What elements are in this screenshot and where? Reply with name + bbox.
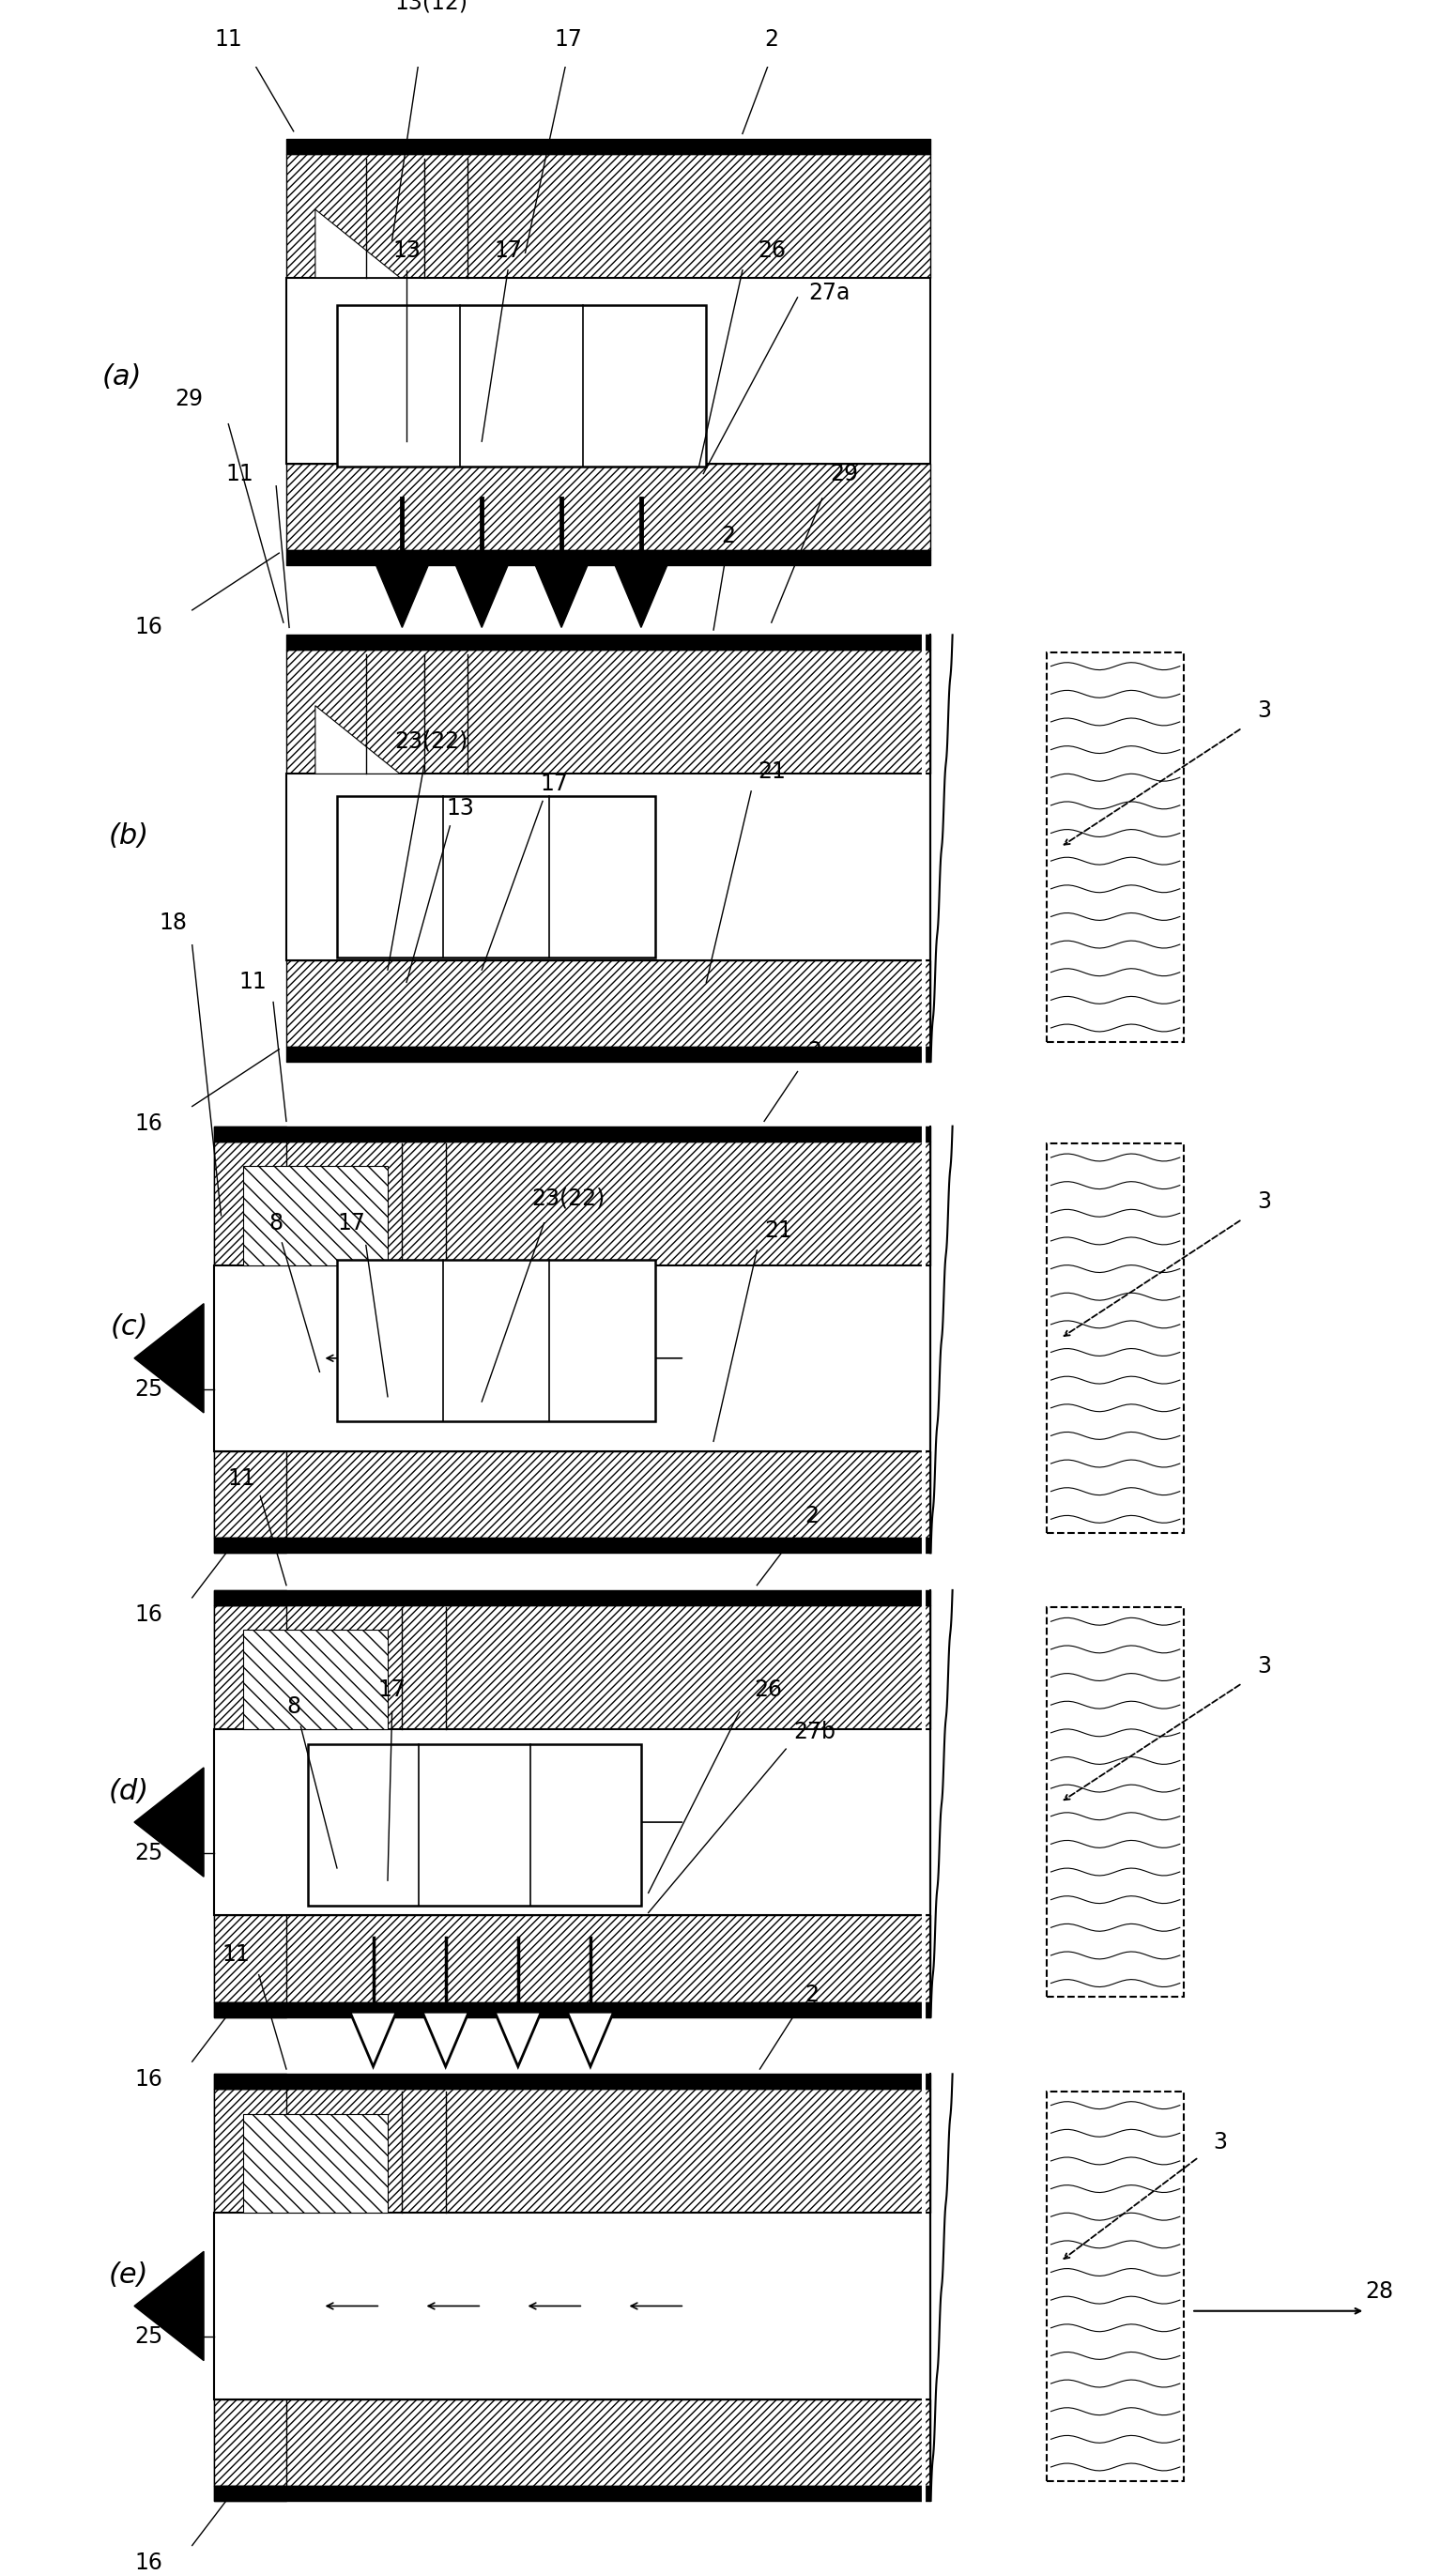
- Text: 17: 17: [338, 1213, 365, 1233]
- Polygon shape: [495, 2011, 542, 2068]
- Bar: [287, 960, 930, 1048]
- Bar: [214, 1452, 930, 1537]
- Bar: [287, 154, 930, 278]
- Polygon shape: [568, 2011, 613, 2068]
- Text: 16: 16: [135, 1112, 163, 1136]
- Text: 2: 2: [805, 1983, 820, 2006]
- Bar: [1047, 651, 1184, 1043]
- Bar: [214, 1264, 930, 1452]
- Text: 11: 11: [214, 28, 242, 52]
- Bar: [214, 2212, 930, 2400]
- Bar: [214, 1916, 930, 2003]
- Text: 16: 16: [135, 1604, 163, 1627]
- Text: 29: 29: [175, 389, 204, 409]
- Text: 16: 16: [135, 2552, 163, 2575]
- Text: 18: 18: [159, 912, 188, 935]
- Text: 26: 26: [754, 1679, 783, 1700]
- Text: 28: 28: [1366, 2279, 1393, 2302]
- Polygon shape: [349, 2011, 396, 2068]
- Bar: [214, 2400, 287, 2485]
- Text: 27b: 27b: [794, 1720, 836, 1743]
- Text: 13(12): 13(12): [395, 0, 467, 13]
- Text: 25: 25: [134, 1841, 163, 1864]
- Text: 23(22): 23(22): [531, 1187, 606, 1210]
- Polygon shape: [134, 1766, 204, 1877]
- Bar: [243, 1166, 387, 1264]
- Text: 3: 3: [1257, 700, 1271, 721]
- Text: 17: 17: [379, 1679, 406, 1700]
- Bar: [309, 1743, 641, 1906]
- Polygon shape: [316, 706, 400, 775]
- Bar: [214, 1452, 287, 1537]
- Text: 27a: 27a: [808, 281, 850, 304]
- Text: 17: 17: [555, 28, 582, 52]
- Text: 16: 16: [135, 2068, 163, 2091]
- Text: 29: 29: [830, 464, 858, 484]
- Polygon shape: [376, 566, 428, 628]
- Text: (a): (a): [102, 363, 141, 391]
- Bar: [243, 1630, 387, 1730]
- Text: 2: 2: [805, 1504, 820, 1527]
- Text: (c): (c): [111, 1313, 149, 1342]
- Bar: [214, 1730, 930, 1916]
- Bar: [214, 1916, 287, 2003]
- Text: 23(22): 23(22): [395, 731, 467, 752]
- Text: 8: 8: [287, 1694, 300, 1718]
- Text: 21: 21: [764, 1218, 792, 1241]
- Text: 11: 11: [239, 971, 266, 994]
- Text: (e): (e): [109, 2261, 149, 2289]
- Text: 3: 3: [1213, 2132, 1227, 2153]
- Bar: [214, 1604, 930, 1730]
- Text: 2: 2: [764, 28, 779, 52]
- Text: 11: 11: [227, 1468, 255, 1491]
- Polygon shape: [456, 566, 508, 628]
- Bar: [336, 796, 655, 958]
- Text: 16: 16: [135, 615, 163, 639]
- Text: 11: 11: [226, 464, 253, 484]
- Bar: [214, 1141, 287, 1264]
- Text: 3: 3: [1257, 1190, 1271, 1213]
- Bar: [287, 278, 930, 463]
- Bar: [1047, 2091, 1184, 2480]
- Text: 2: 2: [808, 1040, 823, 1063]
- Bar: [214, 1141, 930, 1264]
- Bar: [1047, 1607, 1184, 1998]
- Text: 17: 17: [540, 772, 568, 796]
- Text: 13: 13: [446, 798, 475, 819]
- Polygon shape: [134, 1303, 204, 1414]
- Bar: [243, 2114, 387, 2212]
- Text: 25: 25: [134, 1378, 163, 1401]
- Polygon shape: [422, 2011, 469, 2068]
- Text: 2: 2: [721, 525, 735, 546]
- Polygon shape: [614, 566, 667, 628]
- Bar: [336, 1259, 655, 1421]
- Text: 25: 25: [134, 2325, 163, 2348]
- Text: 26: 26: [757, 239, 786, 263]
- Polygon shape: [536, 566, 588, 628]
- Text: 13: 13: [393, 239, 421, 263]
- Bar: [214, 2088, 287, 2212]
- Text: (d): (d): [108, 1777, 149, 1805]
- Text: 17: 17: [494, 239, 521, 263]
- Text: 8: 8: [269, 1213, 284, 1233]
- Text: 3: 3: [1257, 1656, 1271, 1676]
- Bar: [214, 2088, 930, 2212]
- Bar: [1047, 1143, 1184, 1532]
- Bar: [336, 304, 706, 466]
- Bar: [214, 1604, 287, 1730]
- Text: (b): (b): [108, 821, 149, 850]
- Bar: [287, 775, 930, 960]
- Polygon shape: [316, 209, 400, 278]
- Polygon shape: [134, 2251, 204, 2361]
- Bar: [287, 464, 930, 551]
- Text: 21: 21: [757, 760, 785, 783]
- Text: 11: 11: [221, 1944, 249, 1967]
- Bar: [214, 2400, 930, 2485]
- Bar: [287, 649, 930, 775]
